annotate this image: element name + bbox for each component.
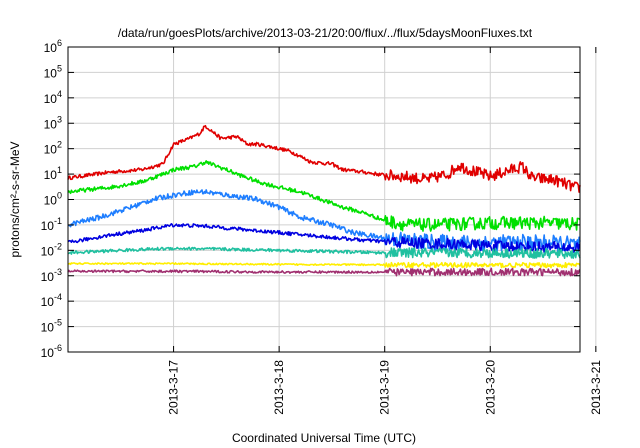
y-tick-exp: 4	[57, 89, 62, 99]
y-tick-label: 103	[44, 114, 62, 131]
y-tick-label: 105	[44, 63, 62, 80]
x-tick-label: 2013-3-20	[483, 360, 497, 415]
y-tick-base: 10	[44, 168, 58, 182]
y-tick-label: 10-3	[41, 267, 62, 284]
x-tick-label: 2013-3-19	[378, 360, 392, 415]
y-tick-base: 10	[41, 244, 55, 258]
series-layer	[67, 124, 581, 277]
y-tick-label: 100	[44, 191, 62, 208]
series-line-5	[67, 246, 581, 259]
y-tick-label: 104	[44, 89, 62, 106]
series-line-7	[67, 267, 581, 277]
y-tick-exp: -4	[54, 292, 62, 302]
x-axis-label: Coordinated Universal Time (UTC)	[232, 431, 416, 445]
y-tick-label: 10-1	[41, 216, 62, 233]
y-tick-exp: -3	[54, 267, 62, 277]
y-tick-label: 101	[44, 165, 62, 182]
y-axis-label: protons/cm²-s-sr-MeV	[8, 141, 22, 257]
y-tick-exp: -1	[54, 216, 62, 226]
y-tick-exp: 6	[57, 38, 62, 48]
x-tick-label: 2013-3-17	[167, 360, 181, 415]
x-tick-label: 2013-3-21	[589, 360, 603, 415]
chart-title: /data/run/goesPlots/archive/2013-03-21/2…	[118, 26, 533, 40]
y-tick-base: 10	[44, 194, 58, 208]
y-tick-label: 10-2	[41, 241, 62, 258]
y-tick-label: 10-6	[41, 343, 62, 360]
series-line-2	[67, 160, 581, 232]
y-tick-base: 10	[44, 92, 58, 106]
y-axis-label-text: protons/cm²-s-sr-MeV	[8, 141, 22, 257]
y-tick-label: 10-5	[41, 318, 62, 335]
y-tick-label: 102	[44, 140, 62, 157]
grid	[68, 47, 597, 352]
y-tick-base: 10	[41, 321, 55, 335]
x-axis-ticks: 2013-3-17 2013-3-18 2013-3-19 2013-3-20 2013…	[167, 47, 603, 415]
y-tick-base: 10	[44, 117, 58, 131]
y-tick-exp: 2	[57, 140, 62, 150]
y-tick-base: 10	[44, 41, 58, 55]
y-tick-exp: -2	[54, 241, 62, 251]
y-tick-exp: -6	[54, 343, 62, 353]
y-tick-label: 106	[44, 38, 62, 55]
y-tick-exp: 5	[57, 63, 62, 73]
y-tick-base: 10	[44, 66, 58, 80]
y-tick-base: 10	[41, 270, 55, 284]
y-tick-base: 10	[44, 143, 58, 157]
y-tick-exp: -5	[54, 318, 62, 328]
x-tick-label: 2013-3-18	[272, 360, 286, 415]
y-tick-base: 10	[41, 295, 55, 309]
y-tick-base: 10	[41, 219, 55, 233]
y-tick-exp: 0	[57, 191, 62, 201]
series-line-1	[67, 124, 581, 193]
series-line-6	[67, 261, 581, 269]
y-axis-ticks: 10-610-510-410-310-210-11001011021031041…	[41, 38, 580, 360]
y-tick-label: 10-4	[41, 292, 62, 309]
y-tick-base: 10	[41, 346, 55, 360]
y-tick-exp: 3	[57, 114, 62, 124]
y-tick-exp: 1	[57, 165, 62, 175]
